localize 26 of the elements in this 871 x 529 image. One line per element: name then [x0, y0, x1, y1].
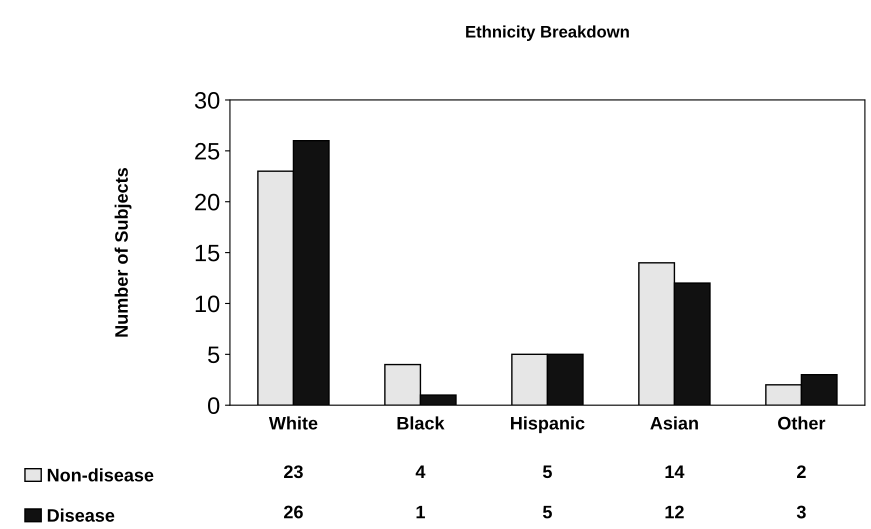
data-label: 2 [797, 465, 806, 478]
data-label: 3 [796, 506, 806, 518]
chart-title: Ethnicity Breakdown [466, 25, 629, 41]
y-tick-label: 20 [195, 194, 220, 211]
x-tick-label: Black [398, 416, 445, 430]
data-label: 26 [284, 506, 303, 518]
data-label: 5 [542, 506, 552, 518]
y-axis-title: Number of Subjects [114, 168, 132, 337]
data-label: 14 [666, 466, 684, 478]
data-label: 1 [416, 506, 425, 518]
y-tick-label: 15 [196, 244, 220, 262]
x-tick-label: White [268, 416, 318, 430]
y-tick-label: 5 [208, 346, 220, 364]
y-tick-label: 30 [194, 92, 220, 109]
data-label: 12 [666, 506, 684, 518]
y-tick-label: 10 [196, 296, 220, 312]
x-tick-label: Asian [650, 416, 698, 430]
data-label: 5 [542, 466, 552, 478]
y-tick-label: 25 [195, 142, 220, 160]
x-tick-label: Other [778, 416, 826, 430]
y-tick-label: 0 [208, 397, 220, 414]
legend-label: Disease [48, 508, 114, 522]
legend-label: Non-disease [48, 468, 154, 482]
x-tick-label: Hispanic [511, 416, 585, 434]
data-label: 4 [416, 466, 426, 478]
data-label: 23 [284, 465, 303, 478]
